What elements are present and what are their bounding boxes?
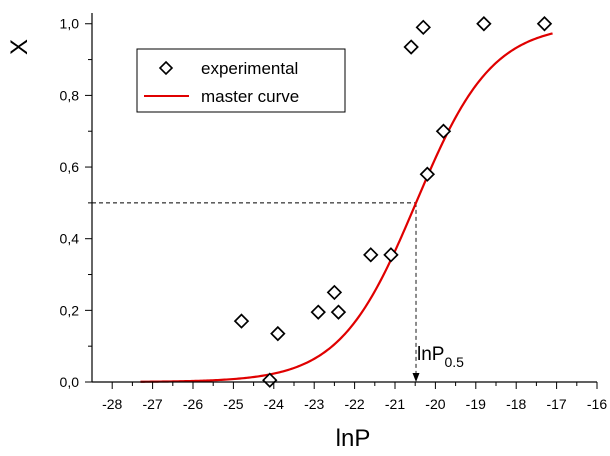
legend-item-master-curve: master curve xyxy=(144,87,299,106)
half-pressure-annotation: lnP0.5 xyxy=(417,344,464,370)
x-tick-label: -19 xyxy=(466,396,486,412)
x-axis-title: lnP xyxy=(336,425,371,452)
lnp-half-label-main: lnP xyxy=(417,344,444,365)
experimental-point xyxy=(270,325,286,342)
experimental-point xyxy=(310,304,326,320)
y-tick-label: 0,0 xyxy=(60,374,80,390)
lnp-half-label-sub: 0.5 xyxy=(444,354,464,370)
lnp-half-label: lnP0.5 xyxy=(417,344,464,370)
axes xyxy=(91,13,597,383)
legend-label-experimental: experimental xyxy=(201,59,298,78)
x-tick-label: -27 xyxy=(142,396,162,412)
experimental-point xyxy=(536,16,553,32)
experimental-point xyxy=(233,313,250,329)
experimental-point xyxy=(435,123,452,139)
x-tick-label: -18 xyxy=(506,396,526,412)
legend: experimental master curve xyxy=(136,48,346,113)
guide-lines xyxy=(92,202,420,382)
experimental-point xyxy=(415,19,431,36)
x-tick-label: -25 xyxy=(223,396,243,412)
legend-box xyxy=(136,48,346,113)
x-tick-label: -21 xyxy=(385,396,405,412)
x-axis-ticks: -28 -27 -26 -25 -24 -23 -22 -21 -20 -19 -18 -17 -16 xyxy=(102,382,607,412)
y-tick-label: 0,6 xyxy=(60,159,80,175)
experimental-point xyxy=(419,166,436,182)
x-tick-label: -17 xyxy=(546,396,566,412)
y-axis-ticks: 0,0 0,2 0,4 0,6 0,8 1,0 xyxy=(60,16,92,390)
y-tick-label: 0,4 xyxy=(60,231,80,247)
x-tick-label: -22 xyxy=(344,396,364,412)
master-curve-line xyxy=(140,32,553,383)
x-tick-label: -26 xyxy=(183,396,203,412)
legend-diamond-marker xyxy=(158,60,174,76)
x-tick-label: -20 xyxy=(425,396,445,412)
master-curve-layer xyxy=(140,32,553,383)
x-tick-label: -28 xyxy=(102,396,122,412)
y-tick-label: 1,0 xyxy=(60,16,80,32)
experimental-points-layer xyxy=(233,16,553,388)
experimental-point xyxy=(330,304,347,320)
x-tick-label: -16 xyxy=(587,396,607,412)
x-tick-label: -23 xyxy=(304,396,324,412)
y-tick-label: 0,8 xyxy=(60,87,80,103)
y-tick-label: 0,2 xyxy=(60,302,80,318)
guide-arrow-head xyxy=(412,373,420,382)
x-tick-label: -24 xyxy=(264,396,284,412)
experimental-point xyxy=(383,247,399,263)
y-axis-title: X xyxy=(6,39,33,55)
experimental-point xyxy=(262,372,278,388)
legend-label-master-curve: master curve xyxy=(201,87,299,106)
legend-item-experimental: experimental xyxy=(158,59,298,78)
experimental-point xyxy=(326,284,343,301)
experimental-point xyxy=(403,39,419,55)
experimental-point xyxy=(476,16,492,32)
experimental-point xyxy=(363,247,379,263)
